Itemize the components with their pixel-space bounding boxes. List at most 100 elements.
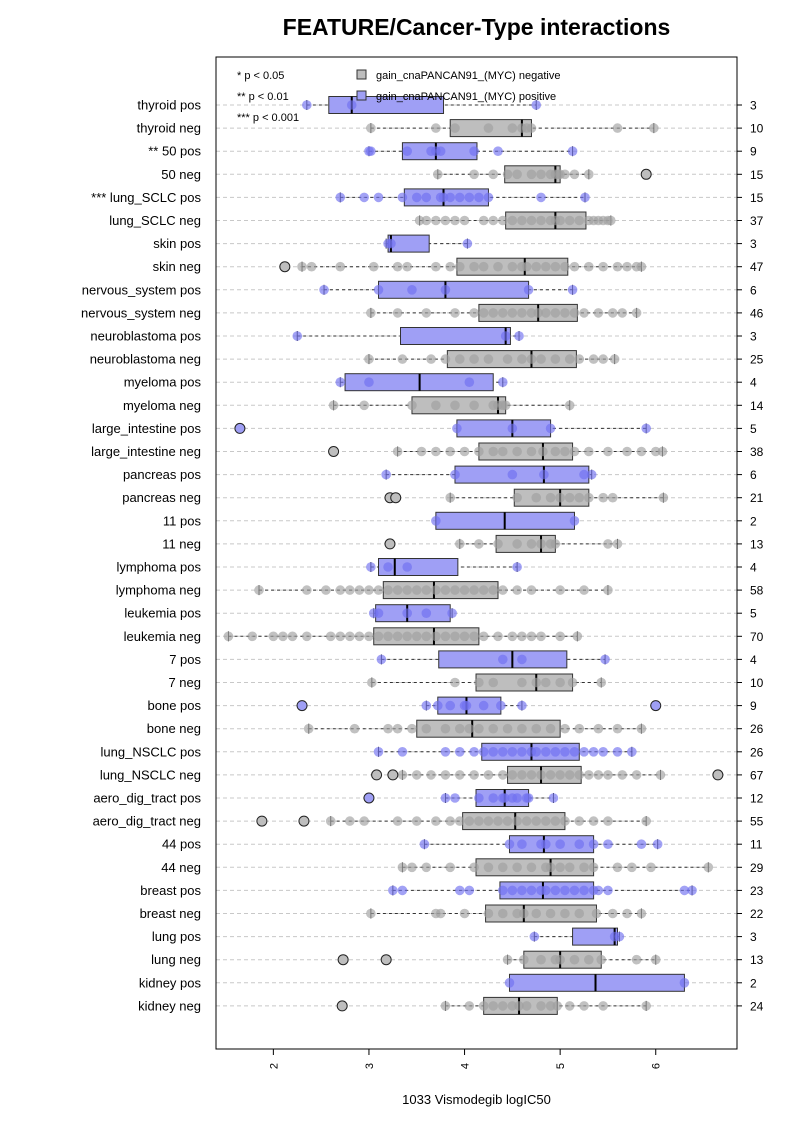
data-point [402, 585, 412, 595]
data-point [574, 816, 585, 826]
data-point [431, 585, 441, 595]
data-point [574, 215, 585, 226]
data-point [612, 723, 623, 734]
data-point [521, 261, 532, 272]
data-point [596, 677, 607, 688]
row-label: lung_NSCLC pos [101, 744, 202, 759]
data-point [397, 354, 408, 364]
data-point [464, 377, 475, 388]
legend: * p < 0.05 ** p < 0.01 *** p < 0.001 gain_c… [237, 69, 560, 124]
n-label: 10 [750, 122, 764, 136]
data-point [636, 839, 647, 849]
data-point [555, 492, 565, 503]
data-point [531, 677, 542, 688]
data-point [579, 585, 589, 595]
data-point [297, 261, 307, 272]
data-point [454, 354, 465, 364]
data-point [452, 423, 462, 434]
row-label: nervous_system pos [82, 282, 202, 297]
outlier-point [296, 700, 308, 712]
data-point [493, 146, 503, 156]
data-point [622, 261, 632, 272]
data-point [450, 793, 460, 803]
data-point [450, 469, 460, 480]
plot-frame [215, 56, 738, 1050]
data-point [560, 747, 570, 757]
data-point [302, 631, 312, 642]
data-point [512, 585, 522, 595]
outlier-point [337, 954, 349, 966]
data-point [497, 862, 508, 873]
data-point [402, 608, 412, 618]
n-label: 21 [750, 491, 764, 505]
n-label: 10 [750, 676, 764, 690]
data-point [603, 816, 613, 826]
data-point [507, 631, 518, 642]
data-point [541, 839, 551, 849]
data-point [641, 816, 651, 826]
row-label: leukemia neg [124, 629, 201, 644]
data-point [407, 723, 417, 734]
n-label: 67 [750, 768, 764, 782]
data-point [335, 631, 346, 642]
data-point [649, 123, 659, 133]
data-point [507, 885, 518, 896]
data-point [502, 954, 513, 965]
box [400, 327, 511, 345]
data-point [488, 169, 499, 180]
chart-title: FEATURE/Cancer-Type interactions [282, 14, 671, 40]
data-point [614, 931, 625, 942]
data-point [579, 1001, 589, 1011]
data-point [431, 816, 441, 826]
n-label: 46 [750, 306, 764, 320]
data-point [411, 770, 422, 780]
data-point [531, 747, 542, 757]
data-point [497, 908, 508, 919]
data-point [366, 562, 376, 572]
data-point [346, 100, 357, 110]
data-point [454, 261, 465, 272]
data-point [650, 446, 661, 457]
box [508, 973, 685, 992]
data-point [397, 862, 408, 873]
data-point [517, 677, 527, 688]
data-point [598, 261, 608, 272]
data-point [607, 308, 618, 318]
data-point [478, 308, 489, 318]
data-point [607, 492, 618, 503]
n-label: 3 [750, 99, 757, 113]
data-point [514, 1001, 524, 1011]
n-label: 5 [750, 422, 757, 436]
row-label: neuroblastoma pos [90, 329, 201, 344]
n-label: 9 [750, 145, 757, 159]
data-point [392, 261, 403, 272]
data-point [703, 862, 714, 873]
data-point [564, 1001, 575, 1011]
data-point [421, 700, 432, 711]
data-point [584, 261, 594, 272]
data-point [507, 215, 518, 226]
data-point [303, 723, 314, 734]
data-point [536, 770, 546, 780]
data-point [636, 261, 647, 272]
data-point [397, 885, 408, 896]
n-label: 14 [750, 399, 764, 413]
data-point [461, 700, 472, 711]
data-point [612, 123, 623, 133]
data-point [388, 885, 398, 896]
data-point [526, 354, 537, 364]
n-label: 2 [750, 514, 757, 528]
data-point [462, 238, 473, 249]
data-point [526, 123, 537, 133]
data-point [655, 770, 666, 780]
data-point [440, 723, 451, 734]
data-point [493, 816, 503, 826]
data-point [564, 354, 575, 364]
row-label: *** lung_SCLC pos [91, 190, 201, 205]
data-point [650, 954, 661, 965]
outlier-point [384, 538, 396, 550]
data-point [445, 816, 456, 826]
data-point [497, 1001, 508, 1011]
data-point [507, 423, 518, 434]
data-point [488, 677, 499, 688]
